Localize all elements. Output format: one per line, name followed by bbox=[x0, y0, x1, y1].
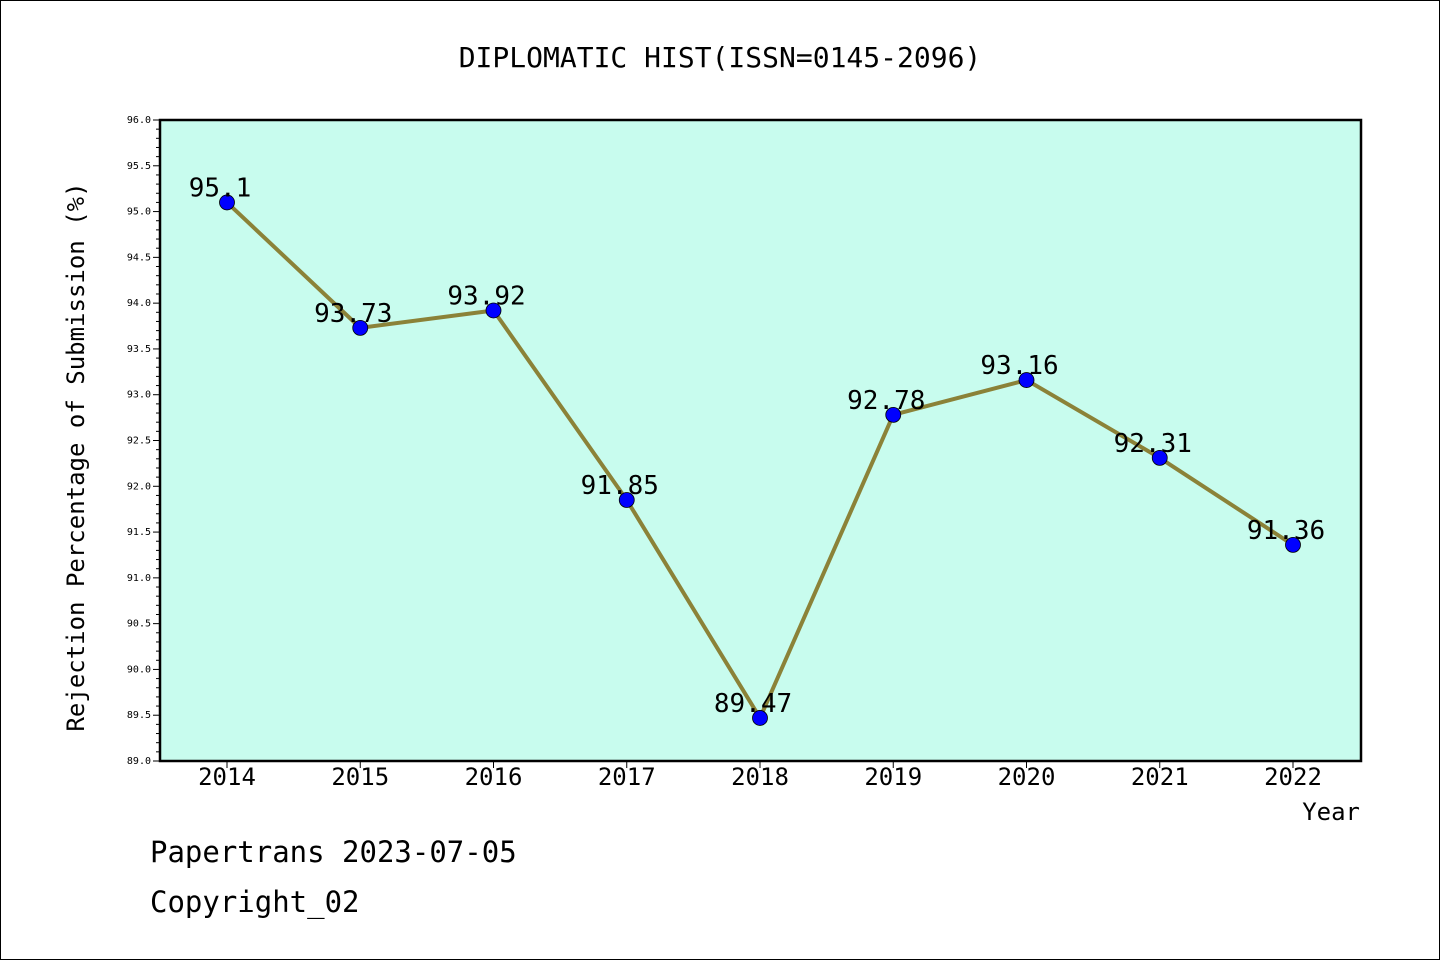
data-point bbox=[752, 710, 768, 726]
data-point bbox=[1151, 449, 1168, 466]
y-tick-label: 96.0 bbox=[127, 115, 151, 126]
data-point bbox=[219, 194, 235, 211]
data-label: 92.78 bbox=[847, 386, 925, 416]
chart-title: DIPLOMATIC HIST(ISSN=0145-2096) bbox=[459, 41, 982, 74]
y-tick-label: 93.5 bbox=[127, 344, 151, 355]
y-tick-label: 93.0 bbox=[127, 390, 151, 401]
data-point bbox=[352, 319, 369, 336]
data-label: 89.47 bbox=[714, 689, 792, 719]
data-point bbox=[485, 302, 502, 319]
y-axis-label: Rejection Percentage of Submission (%) bbox=[62, 182, 90, 731]
plot-area bbox=[160, 120, 1361, 761]
data-label: 93.92 bbox=[447, 281, 525, 311]
data-labels: 95.1 93.73 93.92 91.85 89.47 92.78 93.16 92.31 9… bbox=[189, 173, 1325, 719]
x-tick-label: 2018 bbox=[731, 763, 789, 791]
x-tick-label: 2016 bbox=[465, 763, 523, 791]
footer-copyright: Copyright_02 bbox=[150, 885, 360, 919]
data-label: 93.16 bbox=[980, 351, 1058, 381]
plot-border bbox=[158, 118, 1363, 763]
y-tick-label: 92.0 bbox=[127, 481, 151, 492]
y-tick-label: 89.5 bbox=[127, 710, 151, 721]
footer-watermark: Papertrans 2023-07-05 bbox=[150, 835, 517, 869]
y-tick-label: 91.5 bbox=[127, 527, 151, 538]
x-tick-label: 2014 bbox=[198, 763, 256, 791]
data-label: 92.31 bbox=[1114, 429, 1192, 459]
data-label: 93.73 bbox=[314, 299, 392, 329]
y-tick-label: 89.0 bbox=[127, 756, 151, 767]
y-tick-label: 95.5 bbox=[127, 161, 151, 172]
data-point bbox=[618, 492, 635, 508]
x-tick-label: 2017 bbox=[598, 763, 656, 791]
y-tick-label: 95.0 bbox=[127, 207, 151, 218]
data-label: 91.85 bbox=[581, 471, 659, 501]
data-point bbox=[1018, 372, 1035, 388]
y-tick-label: 94.5 bbox=[127, 252, 151, 263]
x-tick-label: 2020 bbox=[998, 763, 1056, 791]
data-label: 91.36 bbox=[1247, 516, 1325, 546]
data-label: 95.1 bbox=[189, 173, 252, 203]
data-points bbox=[219, 194, 1301, 726]
x-tick-label: 2019 bbox=[864, 763, 922, 791]
y-tick-label: 90.0 bbox=[127, 664, 151, 675]
x-axis-label: Year bbox=[1302, 798, 1360, 826]
x-tick-label: 2022 bbox=[1264, 763, 1322, 791]
y-tick-label: 90.5 bbox=[127, 619, 151, 630]
y-tick-label: 91.0 bbox=[127, 573, 151, 584]
x-tick-label: 2021 bbox=[1131, 763, 1189, 791]
data-point bbox=[885, 406, 902, 423]
x-tick-label: 2015 bbox=[331, 763, 389, 791]
x-axis-ticks: 2014 2015 2016 2017 2018 2019 2020 2021 2022 bbox=[198, 761, 1322, 791]
y-tick-label: 94.0 bbox=[127, 298, 151, 309]
y-tick-label: 92.5 bbox=[127, 436, 151, 447]
data-point bbox=[1285, 536, 1301, 553]
y-axis-ticks: 89.0 89.5 90.0 90.5 91.0 91.5 92.0 92.5 93.0 93.5… bbox=[127, 115, 160, 767]
